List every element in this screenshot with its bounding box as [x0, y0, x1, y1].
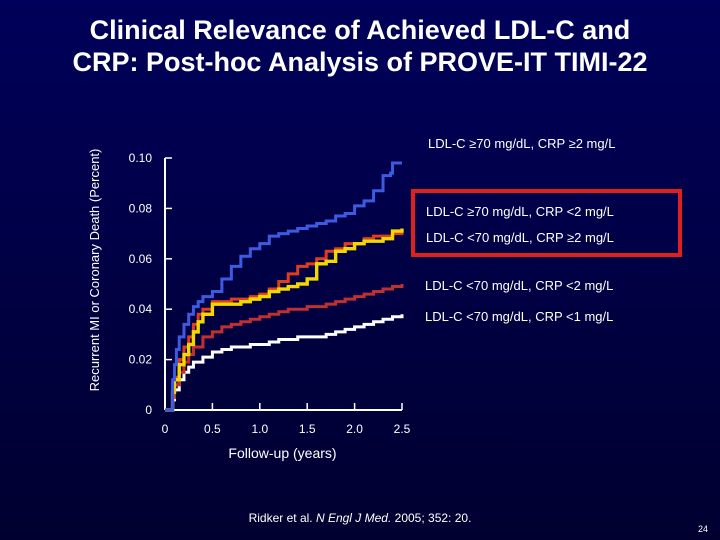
y-tick-label: 0.06 — [129, 252, 153, 266]
x-tick-label: 2.0 — [346, 422, 363, 436]
source-authors: Ridker et al. — [248, 511, 316, 525]
title-line-2: CRP: Post-hoc Analysis of PROVE-IT TIMI-… — [72, 47, 648, 77]
y-tick-label: 0.02 — [129, 353, 153, 367]
series-line — [165, 314, 404, 412]
source-journal: N Engl J Med. — [315, 511, 392, 525]
x-tick-label: 0 — [162, 422, 169, 436]
x-axis-label: Follow-up (years) — [228, 445, 337, 461]
legend-label: LDL-C ≥70 mg/dL, CRP ≥2 mg/L — [428, 136, 615, 151]
highlight-box — [411, 189, 682, 257]
series-line — [165, 228, 404, 412]
legend-label: LDL-C <70 mg/dL, CRP <2 mg/L — [425, 278, 613, 293]
y-axis-label: Recurrent MI or Coronary Death (Percent) — [87, 148, 102, 392]
chart-legend: LDL-C ≥70 mg/dL, CRP ≥2 mg/L LDL-C ≥70 mg… — [411, 136, 682, 324]
source-citation: Ridker et al. N Engl J Med. 2005; 352: 2… — [0, 511, 720, 525]
page-title: Clinical Relevance of Achieved LDL-C and… — [0, 14, 720, 78]
legend-label: LDL-C ≥70 mg/dL, CRP <2 mg/L — [426, 204, 614, 219]
x-tick-label: 1.0 — [251, 422, 268, 436]
page-number: 24 — [697, 524, 708, 534]
y-tick-label: 0.04 — [129, 302, 153, 316]
title-line-1: Clinical Relevance of Achieved LDL-C and — [89, 15, 631, 45]
y-tick-label: 0.08 — [129, 201, 153, 215]
legend-label: LDL-C <70 mg/dL, CRP ≥2 mg/L — [426, 230, 614, 245]
x-tick-label: 2.5 — [394, 422, 411, 436]
y-tick-label: 0 — [145, 403, 152, 417]
x-tick-label: 1.5 — [299, 422, 316, 436]
series-line — [165, 161, 402, 412]
chart-series — [165, 161, 404, 412]
x-tick-label: 0.5 — [204, 422, 221, 436]
y-tick-label: 0.10 — [129, 151, 153, 165]
y-axis-label-wrap: Recurrent MI or Coronary Death (Percent) — [78, 130, 112, 410]
source-details: 2005; 352: 20. — [391, 511, 472, 525]
legend-label: LDL-C <70 mg/dL, CRP <1 mg/L — [425, 309, 613, 324]
